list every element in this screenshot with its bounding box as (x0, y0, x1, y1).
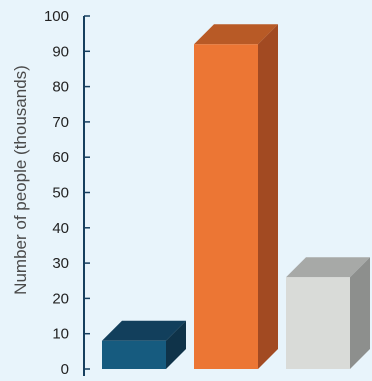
bar-side (350, 257, 370, 369)
y-tick-label: 30 (52, 255, 69, 272)
bar-front (194, 44, 258, 370)
bar-1 (102, 320, 186, 369)
bar-top (102, 320, 186, 341)
y-tick-label: 90 (52, 43, 69, 60)
y-tick-label: 100 (44, 8, 69, 25)
bar-top (194, 24, 278, 45)
y-tick-label: 0 (61, 361, 69, 376)
y-axis-label: Number of people (thousands) (11, 65, 30, 295)
bar-side (166, 320, 186, 369)
y-tick-label: 60 (52, 149, 69, 166)
bar-3 (286, 257, 370, 369)
y-tick-label: 50 (52, 185, 69, 202)
y-tick-label: 70 (52, 114, 69, 131)
bar-2 (194, 24, 278, 370)
bar-front (102, 340, 166, 369)
y-tick-label: 20 (52, 290, 69, 307)
bar-front (286, 277, 350, 369)
y-tick-label: 40 (52, 220, 69, 237)
bar-top (286, 257, 370, 278)
y-axis: 0 10 20 30 40 50 60 70 80 90 100 (44, 8, 90, 378)
bars (102, 24, 370, 370)
bar-side (258, 24, 278, 370)
y-tick-label: 10 (52, 326, 69, 343)
y-tick-label: 80 (52, 79, 69, 96)
